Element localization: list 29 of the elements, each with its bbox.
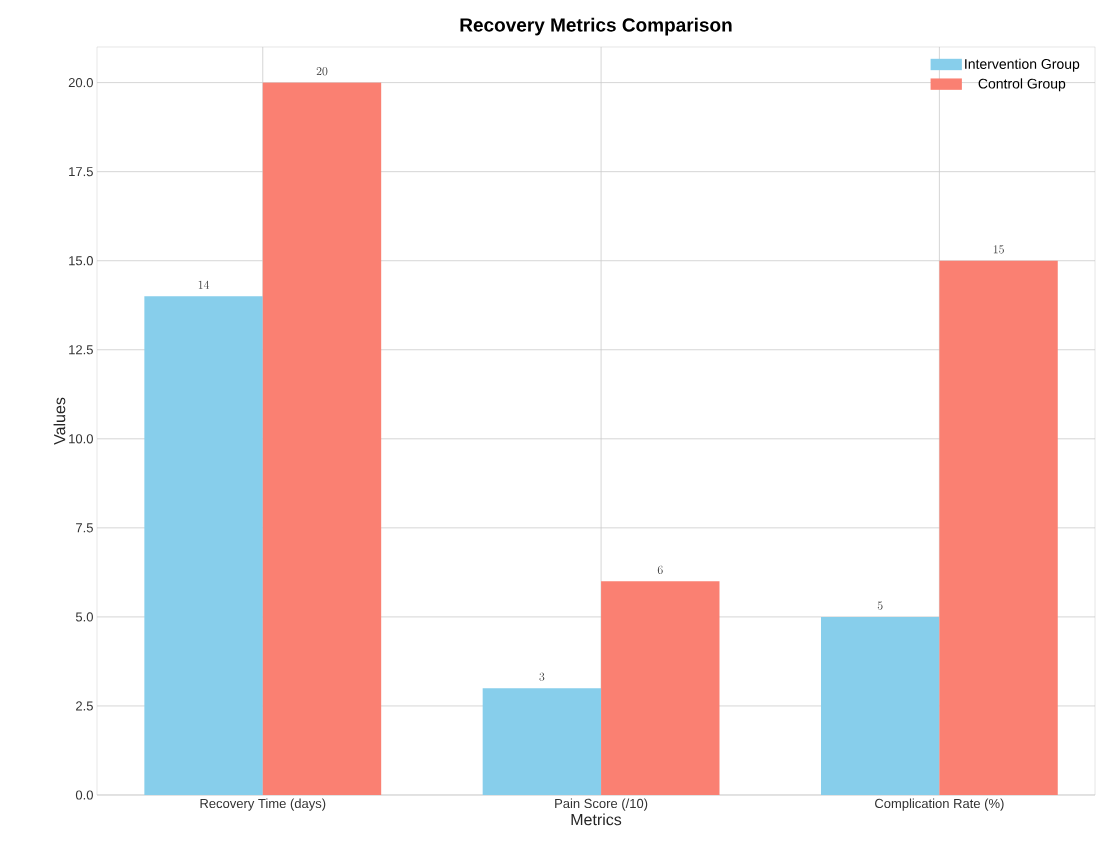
y-tick-label: 2.5 [76,701,93,711]
bar [601,581,720,795]
bar [482,688,602,795]
x-tick-label: Pain Score (/10) [555,798,648,811]
legend-label: Control Group [978,78,1066,92]
y-tick-label: 12.5 [69,345,93,355]
x-axis-title: Metrics [571,813,622,826]
legend-label: Intervention Group [965,58,1080,72]
bar [144,296,263,795]
data-label: 5 [877,601,883,610]
data-label: 14 [198,280,210,289]
y-tick-label: 0.0 [75,790,93,800]
bar [262,82,382,795]
y-tick-label: 5.0 [75,612,93,622]
data-label: 3 [539,672,545,681]
y-tick-label: 20.0 [68,78,93,88]
y-axis-title: Values [53,397,66,445]
x-tick-label: Recovery Time (days) [200,798,326,811]
y-tick-label: 7.5 [76,523,93,533]
bar [820,616,940,795]
bar [939,260,1058,795]
data-label: 6 [657,565,663,574]
x-tick-label: Complication Rate (%) [875,798,1004,811]
data-label: 20 [316,67,328,76]
chart-title: Recovery Metrics Comparison [460,17,732,36]
data-label: 15 [993,245,1004,254]
y-tick-label: 17.5 [69,167,93,177]
y-tick-label: 10.0 [69,434,93,444]
y-tick-label: 15.0 [69,256,93,266]
